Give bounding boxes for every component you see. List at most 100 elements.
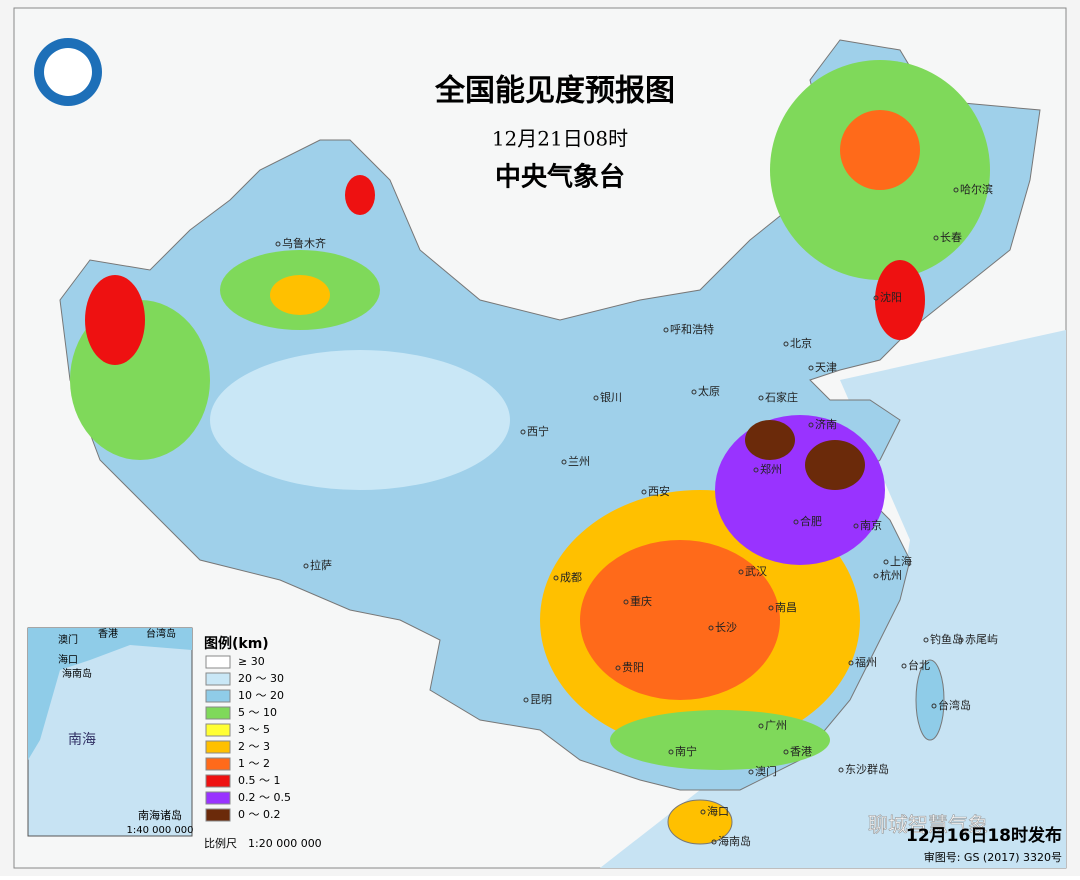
city-label: 广州 <box>765 719 787 732</box>
title: 全国能见度预报图 <box>434 74 675 109</box>
watermark: 聊城智慧气象 <box>868 813 988 837</box>
city-label: 银川 <box>600 390 622 404</box>
city-dot <box>553 575 559 581</box>
legend-label: 2 ～ 3 <box>238 740 270 753</box>
area <box>345 175 375 215</box>
sea <box>600 330 1066 868</box>
city-dot <box>883 559 889 565</box>
city-label: 杭州 <box>880 568 902 582</box>
legend-label: 0.2 ～ 0.5 <box>238 791 291 804</box>
area <box>580 540 780 700</box>
city-label: 长春 <box>940 231 962 244</box>
city-label: 成都 <box>560 571 582 584</box>
city-dot <box>561 459 567 465</box>
logo <box>44 48 92 96</box>
city-dot <box>783 749 789 755</box>
city-dot <box>668 749 674 755</box>
city-label: 香港 <box>790 745 812 758</box>
city-dot <box>275 241 281 247</box>
city-dot <box>933 235 939 241</box>
city-dot <box>593 395 599 401</box>
city-label: 重庆 <box>630 594 652 608</box>
city-dot <box>923 637 929 643</box>
inset-label: 澳门 <box>58 633 78 646</box>
city-label: 呼和浩特 <box>670 322 714 336</box>
city-label: 东沙群岛 <box>845 762 889 776</box>
city-label: 郑州 <box>760 462 782 476</box>
area <box>610 710 830 770</box>
legend-swatch <box>205 723 231 737</box>
city-label: 石家庄 <box>765 390 798 404</box>
hainan <box>667 799 733 845</box>
city-label: 乌鲁木齐 <box>282 236 326 250</box>
area <box>745 420 795 460</box>
city-label: 南京 <box>860 518 882 532</box>
city-label: 天津 <box>815 361 837 374</box>
legend-swatch <box>205 689 231 703</box>
city-dot <box>691 389 697 395</box>
visibility-areas <box>70 60 990 770</box>
city-label: 哈尔滨 <box>960 182 993 196</box>
legend-scale: 比例尺 1:20 000 000 <box>204 836 322 850</box>
city-dot <box>873 573 879 579</box>
city-label: 海南岛 <box>718 834 751 848</box>
city-dot <box>303 563 309 569</box>
published: 12月16日18时发布 <box>906 825 1062 846</box>
legend-swatch <box>205 672 231 686</box>
legend-swatch <box>205 791 231 805</box>
inset-scale: 1:40 000 000 <box>127 825 194 836</box>
issuer: 中央气象台 <box>495 162 625 193</box>
legend-label: 1 ～ 2 <box>238 757 270 770</box>
legend-swatch <box>205 774 231 788</box>
area <box>715 415 885 565</box>
inset-land <box>28 628 192 760</box>
city-label: 西安 <box>648 484 670 498</box>
city-dot <box>753 467 759 473</box>
review: 审图号: GS (2017) 3320号 <box>924 850 1062 864</box>
inset-label: 海南岛 <box>62 667 92 680</box>
city-dot <box>738 569 744 575</box>
city-dot <box>783 341 789 347</box>
city-dot <box>711 839 717 845</box>
area <box>840 110 920 190</box>
city-label: 上海 <box>890 554 912 568</box>
city-label: 拉萨 <box>310 558 332 572</box>
city-dot <box>953 187 959 193</box>
city-dot <box>838 767 844 773</box>
city-dot <box>623 599 629 605</box>
legend-swatch <box>205 706 231 720</box>
legend-label: 10 ～ 20 <box>238 689 284 702</box>
city-label: 南宁 <box>675 744 697 758</box>
area <box>85 275 145 365</box>
city-label: 澳门 <box>755 764 777 778</box>
area <box>270 275 330 315</box>
area <box>805 440 865 490</box>
city-label: 贵阳 <box>622 661 644 674</box>
city-label: 昆明 <box>530 693 552 706</box>
city-dot <box>931 703 937 709</box>
city-dot <box>901 663 907 669</box>
city-dot <box>958 637 964 643</box>
city-label: 台北 <box>908 658 930 672</box>
legend-label: ≥ 30 <box>238 655 265 668</box>
city-label: 钓鱼岛 <box>930 632 963 646</box>
legend-swatch <box>205 808 231 822</box>
city-label: 南昌 <box>775 601 797 614</box>
city-dot <box>808 422 814 428</box>
city-dot <box>708 625 714 631</box>
legend-label: 3 ～ 5 <box>238 723 270 736</box>
city-label: 赤尾屿 <box>965 633 998 646</box>
city-label: 济南 <box>815 417 837 431</box>
city-label: 西宁 <box>527 424 549 438</box>
city-label: 太原 <box>698 385 720 398</box>
city-dot <box>641 489 647 495</box>
city-dot <box>793 519 799 525</box>
city-label: 海口 <box>707 804 729 818</box>
city-dot <box>808 365 814 371</box>
city-dot <box>700 809 706 815</box>
city-dot <box>768 605 774 611</box>
city-label: 福州 <box>855 655 877 669</box>
legend-swatch <box>205 655 231 669</box>
